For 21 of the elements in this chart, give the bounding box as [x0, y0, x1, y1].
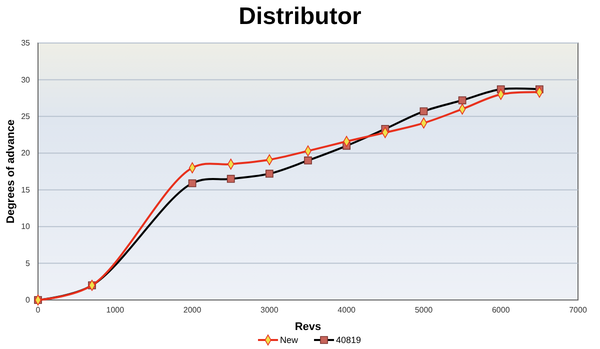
- x-tick-label: 3000: [260, 306, 279, 315]
- x-tick-label: 7000: [569, 306, 588, 315]
- y-axis-title: Degrees of advance: [5, 120, 17, 224]
- x-tick-label: 1000: [106, 306, 125, 315]
- x-tick-label: 6000: [492, 306, 510, 315]
- y-tick-label: 35: [21, 38, 31, 48]
- y-tick-label: 0: [26, 296, 31, 305]
- x-axis-title: Revs: [294, 321, 322, 333]
- x-tick-label: 2000: [183, 306, 202, 315]
- y-tick-label: 20: [21, 148, 31, 158]
- y-tick-label: 5: [26, 258, 31, 268]
- legend-label: New: [280, 335, 299, 345]
- x-tick-label: 5000: [414, 306, 434, 315]
- y-tick-label: 30: [21, 75, 31, 84]
- x-tick-label: 0: [36, 306, 41, 315]
- y-tick-label: 10: [21, 222, 31, 232]
- x-tick-label: 4000: [338, 306, 356, 315]
- y-tick-label: 15: [21, 185, 31, 194]
- chart-title: Distributor: [238, 3, 362, 30]
- y-tick-label: 25: [21, 112, 31, 121]
- legend-label: 40819: [336, 335, 362, 345]
